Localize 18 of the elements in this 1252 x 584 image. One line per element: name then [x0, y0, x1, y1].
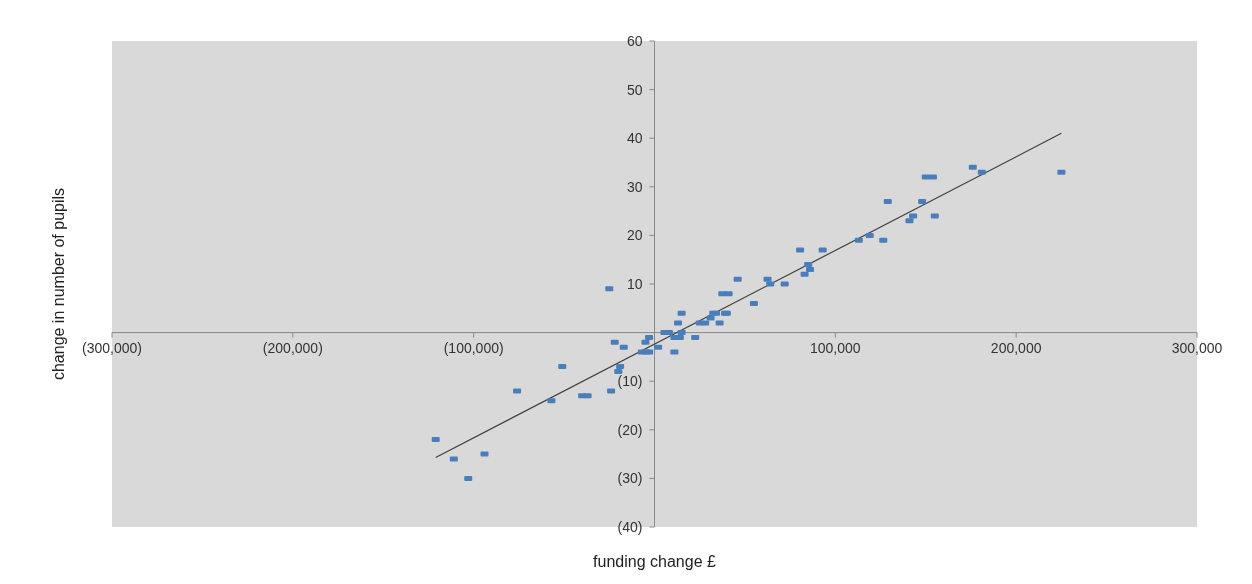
y-tick-label: (20)	[617, 421, 643, 438]
y-axis-title: change in number of pupils	[49, 187, 67, 381]
y-tick-label: 50	[626, 81, 643, 98]
x-tick-label: 300,000	[1171, 339, 1223, 356]
x-axis-title: funding change £	[593, 553, 716, 570]
y-tick-label: (40)	[617, 519, 643, 535]
y-tick-label: 10	[626, 276, 643, 292]
x-tick-label: 200,000	[990, 339, 1042, 356]
y-tick-label: (30)	[617, 470, 643, 487]
x-tick-label: (100,000)	[443, 339, 504, 356]
y-tick-label: 60	[626, 33, 643, 49]
y-tick-label: 30	[626, 178, 643, 195]
y-tick-label: (10)	[617, 373, 643, 390]
y-tick-label: 40	[626, 130, 643, 147]
y-tick-label: 20	[626, 227, 643, 244]
x-tick-label: (200,000)	[262, 339, 323, 356]
x-tick-label: (300,000)	[82, 339, 142, 356]
x-tick-label: 100,000	[810, 339, 861, 356]
